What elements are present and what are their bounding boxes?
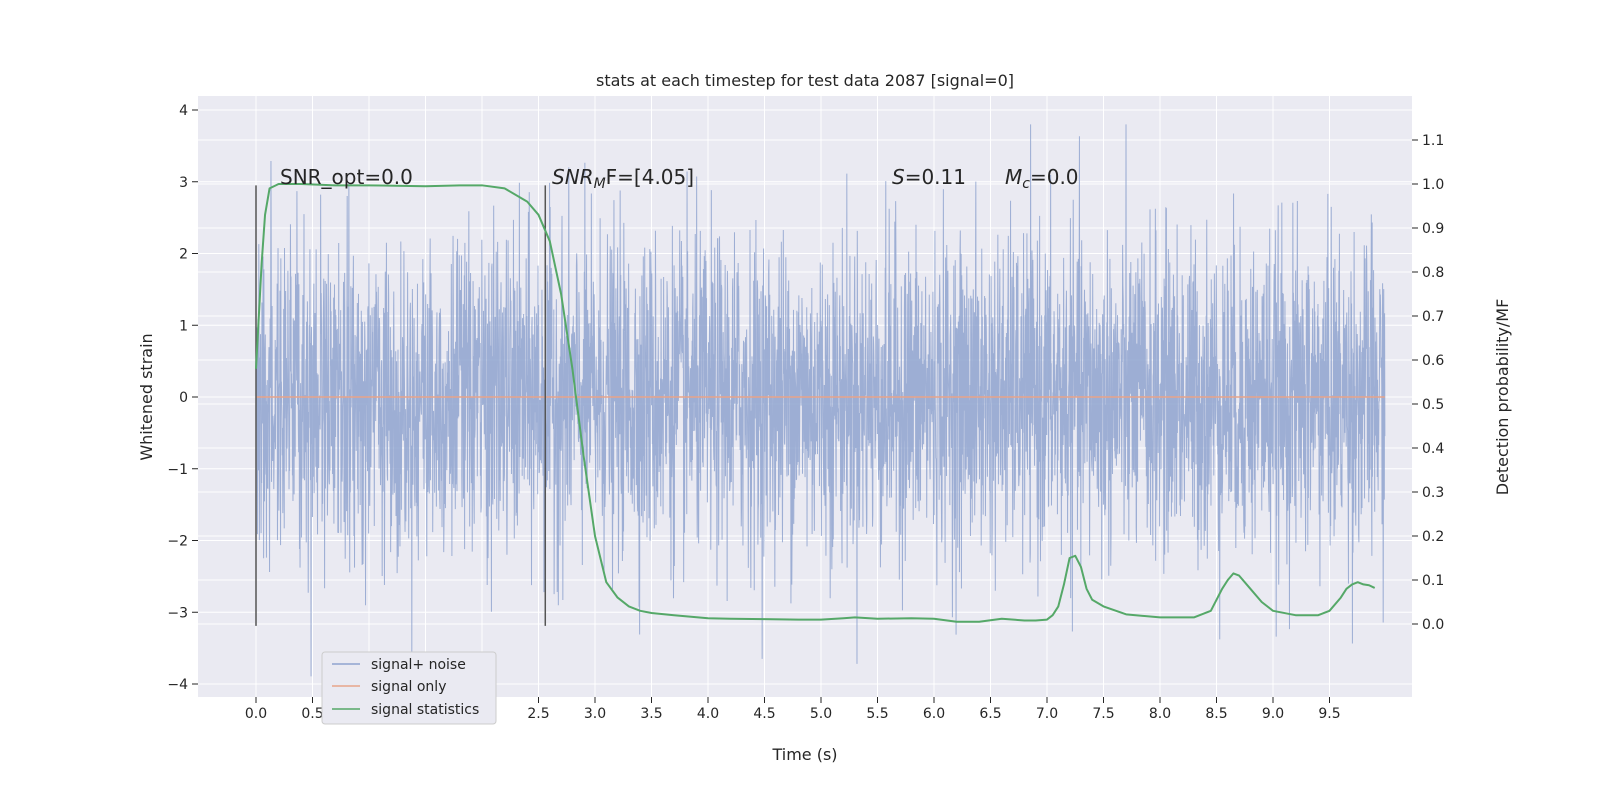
y2-tick-label: 1.1 bbox=[1422, 133, 1444, 149]
x-tick-label: 9.0 bbox=[1262, 706, 1284, 722]
y-tick-label: 3 bbox=[179, 175, 188, 191]
y-axis-ticks: 4 3 2 1 0 −1 −2 −3 −4 bbox=[167, 103, 198, 693]
mc-rest: =0.0 bbox=[1030, 165, 1079, 189]
lines bbox=[255, 183, 1385, 626]
x-tick-label: 7.0 bbox=[1036, 706, 1058, 722]
snr-mf-symbol: SNR bbox=[552, 165, 594, 189]
signal-noise-series bbox=[255, 124, 1386, 677]
x-tick-label: 2.5 bbox=[527, 706, 549, 722]
snr-mf-rest: F=[4.05] bbox=[606, 165, 694, 189]
y-tick-label: 2 bbox=[179, 247, 188, 263]
x-tick-label: 9.5 bbox=[1318, 706, 1340, 722]
y2-tick-label: 0.9 bbox=[1422, 221, 1444, 237]
chart-title: stats at each timestep for test data 208… bbox=[596, 71, 1014, 90]
y2-tick-label: 0.5 bbox=[1422, 397, 1444, 413]
x-tick-label: 4.0 bbox=[697, 706, 719, 722]
y2-tick-label: 0.1 bbox=[1422, 573, 1444, 589]
x-tick-label: 3.5 bbox=[640, 706, 662, 722]
y2-tick-label: 0.8 bbox=[1422, 265, 1444, 281]
x-tick-label: 8.5 bbox=[1205, 706, 1227, 722]
signal-statistics-line bbox=[255, 183, 1376, 623]
legend-label-noise: signal+ noise bbox=[371, 657, 466, 673]
mc-subscript: c bbox=[1022, 176, 1030, 192]
x-tick-label: 5.5 bbox=[866, 706, 888, 722]
y-tick-label: −1 bbox=[167, 462, 188, 478]
y2-tick-label: 0.0 bbox=[1422, 617, 1444, 633]
s-rest: =0.11 bbox=[905, 165, 966, 189]
s-symbol: S bbox=[892, 165, 905, 189]
signal-noise-line bbox=[255, 124, 1386, 677]
x-tick-label: 8.0 bbox=[1149, 706, 1171, 722]
x-tick-label: 5.0 bbox=[810, 706, 832, 722]
mc-symbol: M bbox=[1005, 165, 1022, 189]
y2-axis-ticks: 0.0 0.1 0.2 0.3 0.4 0.5 0.6 0.7 0.8 0.9 1.0 1.1 bbox=[1412, 133, 1444, 633]
y2-tick-label: 0.2 bbox=[1422, 529, 1444, 545]
snr-opt-annotation: SNR_opt=0.0 bbox=[280, 165, 413, 189]
y2-axis-label: Detection probability/MF bbox=[1493, 299, 1512, 496]
x-tick-label: 0.5 bbox=[301, 706, 323, 722]
legend-label-stats: signal statistics bbox=[371, 702, 479, 718]
y2-tick-label: 0.3 bbox=[1422, 485, 1444, 501]
x-tick-label: 3.0 bbox=[584, 706, 606, 722]
y2-tick-label: 1.0 bbox=[1422, 177, 1444, 193]
legend-label-signal: signal only bbox=[371, 679, 446, 695]
y2-tick-label: 0.7 bbox=[1422, 309, 1444, 325]
x-tick-label: 6.5 bbox=[979, 706, 1001, 722]
y2-tick-label: 0.6 bbox=[1422, 353, 1444, 369]
legend-box bbox=[321, 651, 497, 725]
y-tick-label: 4 bbox=[179, 103, 188, 119]
legend: signal+ noise signal only signal statist… bbox=[321, 651, 497, 725]
y-tick-label: −3 bbox=[167, 605, 188, 621]
x-tick-label: 7.5 bbox=[1092, 706, 1114, 722]
y-tick-label: 1 bbox=[179, 318, 188, 334]
s-annotation: S=0.11 bbox=[892, 165, 966, 189]
snr-mf-annotation: SNRMF=[4.05] bbox=[552, 165, 694, 192]
y-tick-label: 0 bbox=[179, 390, 188, 406]
x-tick-label: 4.5 bbox=[753, 706, 775, 722]
y2-tick-label: 0.4 bbox=[1422, 441, 1444, 457]
x-tick-label: 0.0 bbox=[245, 706, 267, 722]
y-tick-label: −2 bbox=[167, 534, 188, 550]
y-tick-label: −4 bbox=[167, 677, 188, 693]
snr-mf-subscript: M bbox=[594, 176, 606, 192]
y-axis-label: Whitened strain bbox=[137, 333, 156, 460]
x-tick-label: 6.0 bbox=[923, 706, 945, 722]
mc-annotation: Mc=0.0 bbox=[1005, 165, 1079, 192]
x-axis-label: Time (s) bbox=[771, 745, 837, 764]
